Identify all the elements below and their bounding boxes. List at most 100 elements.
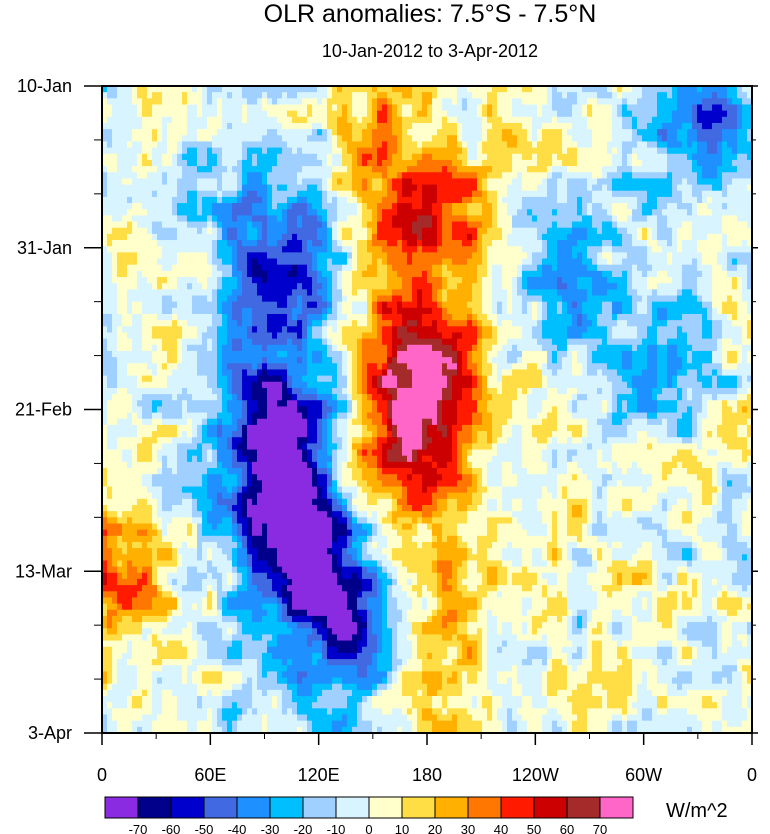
field-cell bbox=[202, 301, 208, 309]
field-cell bbox=[492, 98, 498, 106]
field-cell bbox=[567, 135, 573, 143]
field-cell bbox=[377, 258, 383, 266]
field-cell bbox=[667, 98, 673, 106]
field-cell bbox=[582, 116, 588, 124]
field-cell bbox=[627, 252, 633, 260]
field-cell bbox=[502, 258, 508, 266]
field-cell bbox=[462, 215, 468, 223]
field-cell bbox=[637, 166, 643, 173]
field-cell bbox=[552, 172, 558, 180]
field-cell bbox=[202, 258, 208, 266]
field-cell bbox=[202, 172, 208, 180]
field-cell bbox=[277, 122, 283, 130]
field-cell bbox=[677, 277, 683, 284]
field-cell bbox=[627, 270, 633, 278]
field-cell bbox=[422, 110, 428, 118]
field-cell bbox=[707, 209, 713, 216]
field-cell bbox=[487, 172, 493, 180]
field-cell bbox=[347, 98, 353, 106]
field-cell bbox=[537, 135, 543, 143]
field-cell bbox=[237, 227, 243, 235]
field-cell bbox=[677, 159, 683, 167]
field-cell bbox=[282, 209, 288, 216]
field-cell bbox=[667, 264, 673, 272]
field-cell bbox=[207, 104, 213, 112]
field-cell bbox=[387, 203, 393, 210]
field-cell bbox=[702, 227, 708, 235]
field-cell bbox=[427, 252, 433, 260]
field-cell bbox=[512, 98, 518, 106]
field-cell bbox=[297, 147, 303, 155]
field-cell bbox=[587, 221, 593, 229]
field-cell bbox=[187, 320, 193, 327]
field-cell bbox=[477, 159, 483, 167]
field-cell bbox=[137, 92, 143, 99]
field-cell bbox=[512, 129, 518, 136]
field-cell bbox=[392, 110, 398, 118]
field-cell bbox=[357, 227, 363, 235]
field-cell bbox=[237, 129, 243, 136]
field-cell bbox=[717, 153, 723, 161]
field-cell bbox=[277, 153, 283, 161]
field-cell bbox=[247, 141, 253, 149]
field-cell bbox=[577, 270, 583, 278]
field-cell bbox=[722, 153, 728, 161]
field-cell bbox=[197, 104, 203, 112]
field-cell bbox=[392, 129, 398, 136]
field-cell bbox=[462, 122, 468, 130]
field-cell bbox=[192, 178, 198, 186]
field-cell bbox=[207, 122, 213, 130]
field-cell bbox=[122, 86, 128, 93]
field-cell bbox=[237, 184, 243, 192]
field-cell bbox=[457, 122, 463, 130]
field-cell bbox=[607, 221, 613, 229]
field-cell bbox=[157, 172, 163, 180]
field-cell bbox=[642, 301, 648, 309]
field-cell bbox=[137, 153, 143, 161]
field-cell bbox=[157, 129, 163, 136]
field-cell bbox=[122, 172, 128, 180]
field-cell bbox=[602, 153, 608, 161]
field-cell bbox=[222, 277, 228, 284]
field-cell bbox=[617, 147, 623, 155]
field-cell bbox=[617, 240, 623, 247]
field-cell bbox=[377, 283, 383, 290]
field-cell bbox=[427, 258, 433, 266]
field-cell bbox=[512, 233, 518, 241]
field-cell bbox=[547, 190, 553, 198]
field-cell bbox=[522, 153, 528, 161]
field-cell bbox=[632, 307, 638, 315]
field-cell bbox=[197, 129, 203, 136]
field-cell bbox=[307, 258, 313, 266]
field-cell bbox=[442, 147, 448, 155]
field-cell bbox=[507, 307, 513, 315]
field-cell bbox=[712, 147, 718, 155]
field-cell bbox=[287, 129, 293, 136]
field-cell bbox=[592, 116, 598, 124]
field-cell bbox=[227, 320, 233, 327]
field-cell bbox=[692, 313, 698, 321]
field-cell bbox=[297, 283, 303, 290]
field-cell bbox=[327, 283, 333, 290]
field-cell bbox=[452, 270, 458, 278]
field-cell bbox=[572, 283, 578, 290]
field-cell bbox=[717, 203, 723, 210]
field-cell bbox=[422, 240, 428, 247]
field-cell bbox=[232, 129, 238, 136]
field-cell bbox=[232, 289, 238, 297]
field-cell bbox=[747, 283, 753, 290]
field-cell bbox=[122, 122, 128, 130]
field-cell bbox=[667, 141, 673, 149]
field-cell bbox=[342, 153, 348, 161]
field-cell bbox=[192, 129, 198, 136]
field-cell bbox=[562, 227, 568, 235]
field-cell bbox=[672, 209, 678, 216]
field-cell bbox=[262, 110, 268, 118]
field-cell bbox=[737, 270, 743, 278]
field-cell bbox=[717, 147, 723, 155]
field-cell bbox=[267, 301, 273, 309]
field-cell bbox=[477, 98, 483, 106]
field-cell bbox=[602, 104, 608, 112]
field-cell bbox=[607, 289, 613, 297]
field-cell bbox=[327, 98, 333, 106]
